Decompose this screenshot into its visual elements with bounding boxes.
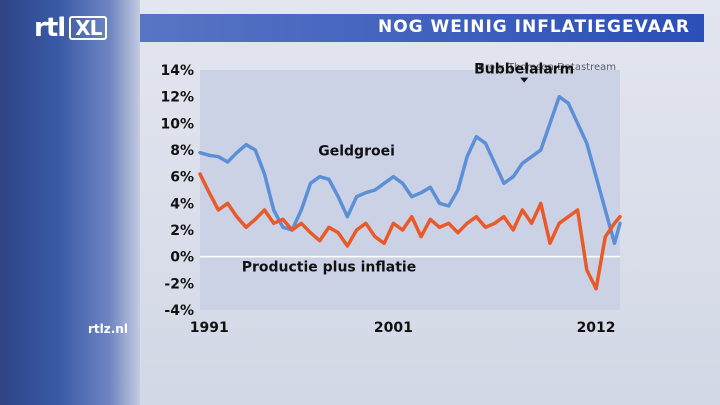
y-tick-label: -4% <box>164 303 194 319</box>
y-tick-label: 12% <box>160 90 194 106</box>
x-tick-label: 2012 <box>577 320 616 336</box>
chart-title: NOG WEINIG INFLATIEGEVAAR <box>377 17 690 37</box>
annotation-label: Productie plus inflatie <box>242 259 417 275</box>
data-source: Bron: Thomson Datastream <box>478 62 616 73</box>
x-tick-label: 1991 <box>190 320 229 336</box>
channel-logo: rtl XL <box>34 13 108 43</box>
site-url: rtlz.nl <box>88 322 128 336</box>
productie-plus-inflatie-line <box>198 172 622 291</box>
y-tick-label: -2% <box>164 276 194 292</box>
y-tick-label: 6% <box>170 170 194 186</box>
y-tick-label: 2% <box>170 223 194 239</box>
bubbelalarm-marker-icon <box>520 77 529 83</box>
geldgroei-line <box>198 94 622 246</box>
logo-text: rtl <box>34 13 66 43</box>
y-tick-label: 8% <box>170 143 194 159</box>
y-tick-label: 14% <box>160 63 194 79</box>
logo-badge: XL <box>69 16 108 40</box>
y-tick-label: 10% <box>160 116 194 132</box>
y-tick-label: 4% <box>170 196 194 212</box>
annotation-label: Bubbelalarm <box>474 62 574 78</box>
title-bar: NOG WEINIG INFLATIEGEVAAR <box>140 14 704 42</box>
x-tick-label: 2001 <box>374 320 413 336</box>
y-tick-label: 0% <box>170 250 194 266</box>
annotation-label: Geldgroei <box>318 143 395 159</box>
